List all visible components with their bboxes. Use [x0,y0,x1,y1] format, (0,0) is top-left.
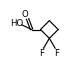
Text: HO: HO [10,19,23,28]
Text: F: F [39,49,44,58]
Text: O: O [22,10,29,19]
Text: F: F [55,49,60,58]
